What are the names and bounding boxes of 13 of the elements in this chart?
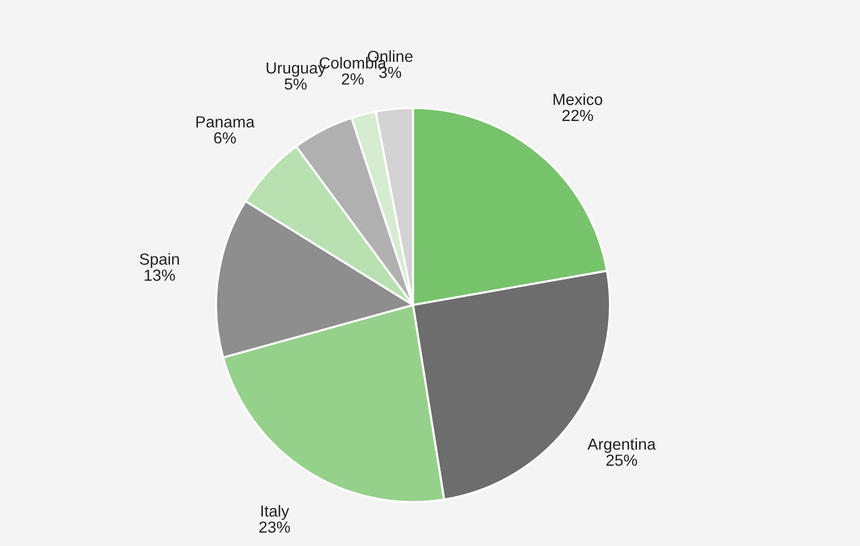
slice-label: Mexico	[554, 93, 602, 106]
data-label: 5%	[284, 78, 307, 90]
data-label: 23%	[259, 521, 290, 533]
slice-label: Spain	[140, 253, 179, 268]
data-label: 25%	[606, 454, 638, 466]
data-label: 6%	[214, 132, 236, 144]
data-label: 13%	[144, 270, 175, 281]
slice-label: Italy	[261, 504, 290, 520]
data-label: 3%	[379, 66, 402, 78]
data-label: 2%	[342, 73, 364, 85]
slice-label: Argentina	[587, 438, 656, 453]
slice-label: Panama	[196, 116, 255, 128]
data-label: 22%	[562, 110, 594, 122]
